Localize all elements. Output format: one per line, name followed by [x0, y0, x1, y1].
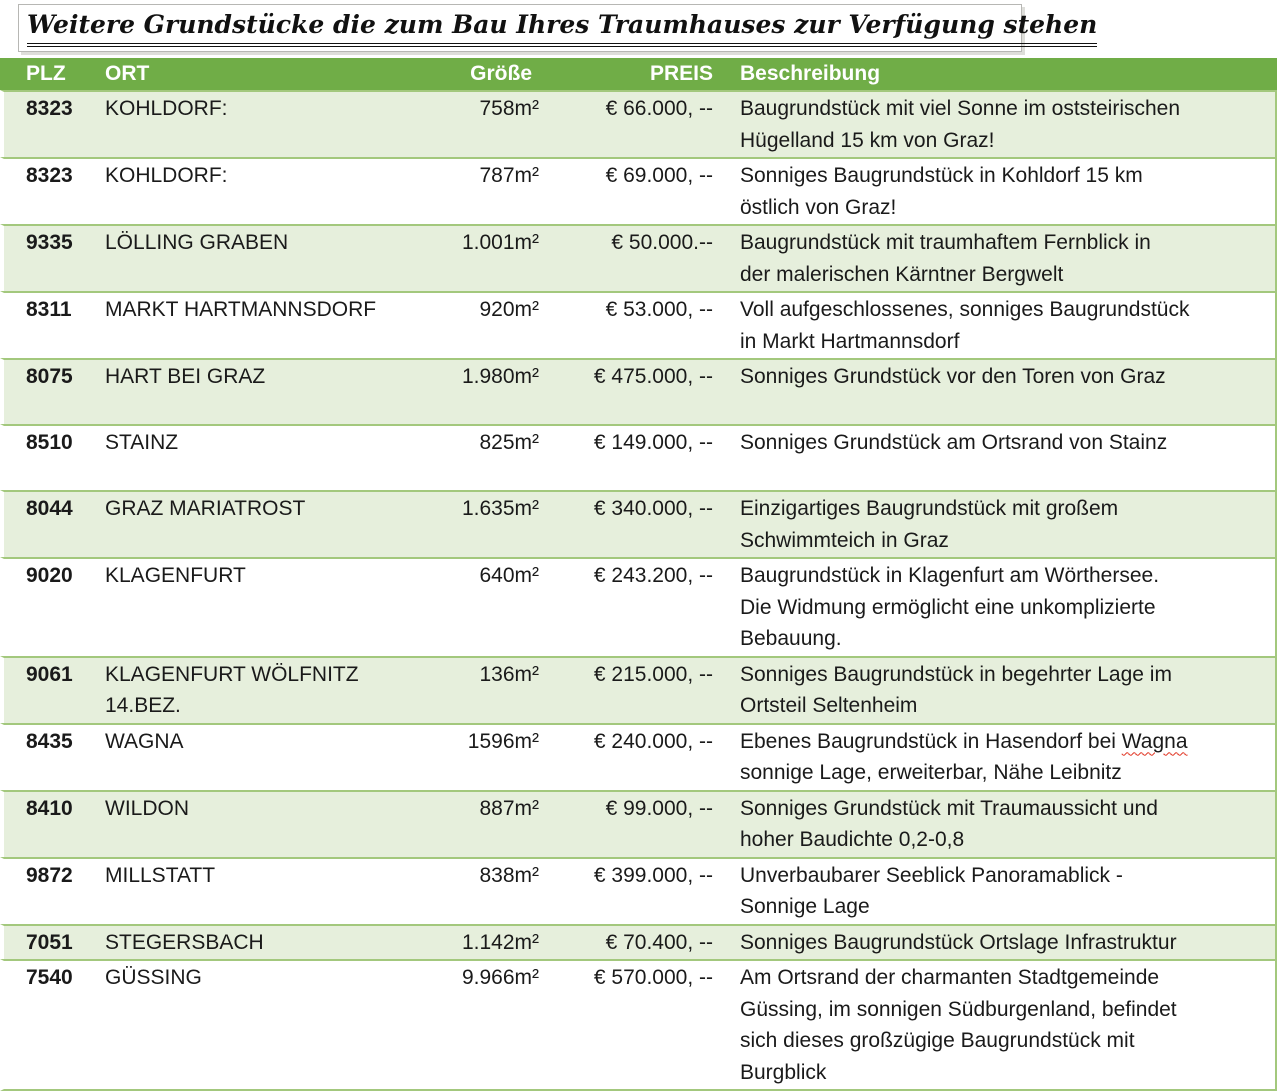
cell-beschreibung: Sonniges Grundstück am Ortsrand von Stai…: [715, 424, 1277, 490]
cell-groesse: 920m²: [445, 291, 540, 358]
cell-groesse: 1.635m²: [445, 490, 540, 557]
table-row: 9335 LÖLLING GRABEN 1.001m² € 50.000.-- …: [0, 224, 1277, 291]
cell-preis: € 50.000.--: [540, 224, 715, 291]
cell-groesse: 1596m²: [445, 722, 540, 790]
table-row: 8510 STAINZ 825m² € 149.000, -- Sonniges…: [0, 424, 1277, 490]
cell-preis: € 66.000, --: [540, 90, 715, 157]
cell-groesse: 9.966m²: [445, 959, 540, 1091]
cell-preis: € 240.000, --: [540, 722, 715, 790]
cell-plz: 8323: [0, 157, 100, 224]
cell-groesse: 1.001m²: [445, 224, 540, 291]
table-row: 8075 HART BEI GRAZ 1.980m² € 475.000, --…: [0, 358, 1277, 424]
cell-ort: WILDON: [100, 789, 445, 857]
cell-plz: 8311: [0, 291, 100, 358]
table-row: 9061 KLAGENFURT WÖLFNITZ 14.BEZ. 136m² €…: [0, 655, 1277, 723]
cell-preis: € 399.000, --: [540, 856, 715, 924]
cell-beschreibung: Unverbaubarer Seeblick Panoramablick - S…: [715, 856, 1277, 924]
header-groesse: Größe: [445, 58, 540, 90]
table-row: 8323 KOHLDORF: 758m² € 66.000, -- Baugru…: [0, 90, 1277, 157]
cell-preis: € 243.200, --: [540, 557, 715, 656]
cell-ort: KOHLDORF:: [100, 90, 445, 157]
table-row: 8323 KOHLDORF: 787m² € 69.000, -- Sonnig…: [0, 157, 1277, 224]
header-beschreibung: Beschreibung: [715, 58, 1277, 90]
cell-beschreibung: Am Ortsrand der charmanten Stadtgemeinde…: [715, 959, 1277, 1091]
cell-plz: 8323: [0, 90, 100, 157]
table-row: 8410 WILDON 887m² € 99.000, -- Sonniges …: [0, 789, 1277, 857]
table-row: 7540 GÜSSING 9.966m² € 570.000, -- Am Or…: [0, 959, 1277, 1091]
cell-beschreibung: Sonniges Grundstück vor den Toren von Gr…: [715, 358, 1277, 424]
cell-groesse: 887m²: [445, 789, 540, 857]
cell-beschreibung: Baugrundstück mit viel Sonne im oststeir…: [715, 90, 1277, 157]
misspelled-word: Wagna: [1121, 729, 1188, 753]
cell-ort: STAINZ: [100, 424, 445, 490]
cell-preis: € 69.000, --: [540, 157, 715, 224]
cell-groesse: 825m²: [445, 424, 540, 490]
cell-ort: KLAGENFURT WÖLFNITZ 14.BEZ.: [100, 655, 445, 723]
cell-ort: HART BEI GRAZ: [100, 358, 445, 424]
cell-beschreibung: Baugrundstück mit traumhaftem Fernblick …: [715, 224, 1277, 291]
cell-beschreibung: Sonniges Grundstück mit Traumaussicht un…: [715, 789, 1277, 857]
cell-groesse: 838m²: [445, 856, 540, 924]
cell-beschreibung: Baugrundstück in Klagenfurt am Wörtherse…: [715, 557, 1277, 656]
cell-plz: 9335: [0, 224, 100, 291]
table-header-row: PLZ ORT Größe PREIS Beschreibung: [0, 58, 1277, 90]
cell-beschreibung: Ebenes Baugrundstück in Hasendorf bei Wa…: [715, 722, 1277, 790]
cell-ort: WAGNA: [100, 722, 445, 790]
table-row: 9872 MILLSTATT 838m² € 399.000, -- Unver…: [0, 856, 1277, 924]
table-row: 8044 GRAZ MARIATROST 1.635m² € 340.000, …: [0, 490, 1277, 557]
cell-plz: 8435: [0, 722, 100, 790]
header-ort: ORT: [100, 58, 445, 90]
cell-preis: € 149.000, --: [540, 424, 715, 490]
cell-preis: € 475.000, --: [540, 358, 715, 424]
cell-plz: 8410: [0, 789, 100, 857]
table-row: 8435 WAGNA 1596m² € 240.000, -- Ebenes B…: [0, 722, 1277, 790]
cell-groesse: 1.980m²: [445, 358, 540, 424]
cell-plz: 9020: [0, 557, 100, 656]
cell-beschreibung: Sonniges Baugrundstück Ortslage Infrastr…: [715, 923, 1277, 959]
cell-ort: LÖLLING GRABEN: [100, 224, 445, 291]
cell-preis: € 99.000, --: [540, 789, 715, 857]
page-title-box: Weitere Grundstücke die zum Bau Ihres Tr…: [18, 4, 1098, 52]
cell-ort: MILLSTATT: [100, 856, 445, 924]
cell-beschreibung: Sonniges Baugrundstück in begehrter Lage…: [715, 655, 1277, 723]
cell-ort: MARKT HARTMANNSDORF: [100, 291, 445, 358]
document: { "title": "Weitere Grundstücke die zum …: [0, 4, 1277, 1091]
cell-preis: € 70.400, --: [540, 923, 715, 959]
cell-preis: € 570.000, --: [540, 959, 715, 1091]
cell-plz: 8510: [0, 424, 100, 490]
cell-groesse: 640m²: [445, 557, 540, 656]
cell-plz: 7051: [0, 923, 100, 959]
cell-ort: GRAZ MARIATROST: [100, 490, 445, 557]
property-table: PLZ ORT Größe PREIS Beschreibung 8323 KO…: [0, 58, 1277, 1091]
cell-groesse: 136m²: [445, 655, 540, 723]
cell-plz: 7540: [0, 959, 100, 1091]
cell-groesse: 758m²: [445, 90, 540, 157]
cell-ort: GÜSSING: [100, 959, 445, 1091]
cell-beschreibung: Einzigartiges Baugrundstück mit großem S…: [715, 490, 1277, 557]
header-plz: PLZ: [0, 58, 100, 90]
cell-preis: € 215.000, --: [540, 655, 715, 723]
page-title: Weitere Grundstücke die zum Bau Ihres Tr…: [27, 9, 1098, 47]
cell-groesse: 1.142m²: [445, 923, 540, 959]
cell-preis: € 340.000, --: [540, 490, 715, 557]
cell-ort: STEGERSBACH: [100, 923, 445, 959]
cell-beschreibung: Sonniges Baugrundstück in Kohldorf 15 km…: [715, 157, 1277, 224]
table-row: 7051 STEGERSBACH 1.142m² € 70.400, -- So…: [0, 923, 1277, 959]
cell-plz: 8075: [0, 358, 100, 424]
table-row: 8311 MARKT HARTMANNSDORF 920m² € 53.000,…: [0, 291, 1277, 358]
cell-ort: KOHLDORF:: [100, 157, 445, 224]
cell-plz: 8044: [0, 490, 100, 557]
table-row: 9020 KLAGENFURT 640m² € 243.200, -- Baug…: [0, 557, 1277, 656]
table-body: 8323 KOHLDORF: 758m² € 66.000, -- Baugru…: [0, 90, 1277, 1091]
cell-preis: € 53.000, --: [540, 291, 715, 358]
header-preis: PREIS: [540, 58, 715, 90]
cell-ort: KLAGENFURT: [100, 557, 445, 656]
cell-beschreibung: Voll aufgeschlossenes, sonniges Baugrund…: [715, 291, 1277, 358]
cell-plz: 9872: [0, 856, 100, 924]
cell-groesse: 787m²: [445, 157, 540, 224]
cell-plz: 9061: [0, 655, 100, 723]
